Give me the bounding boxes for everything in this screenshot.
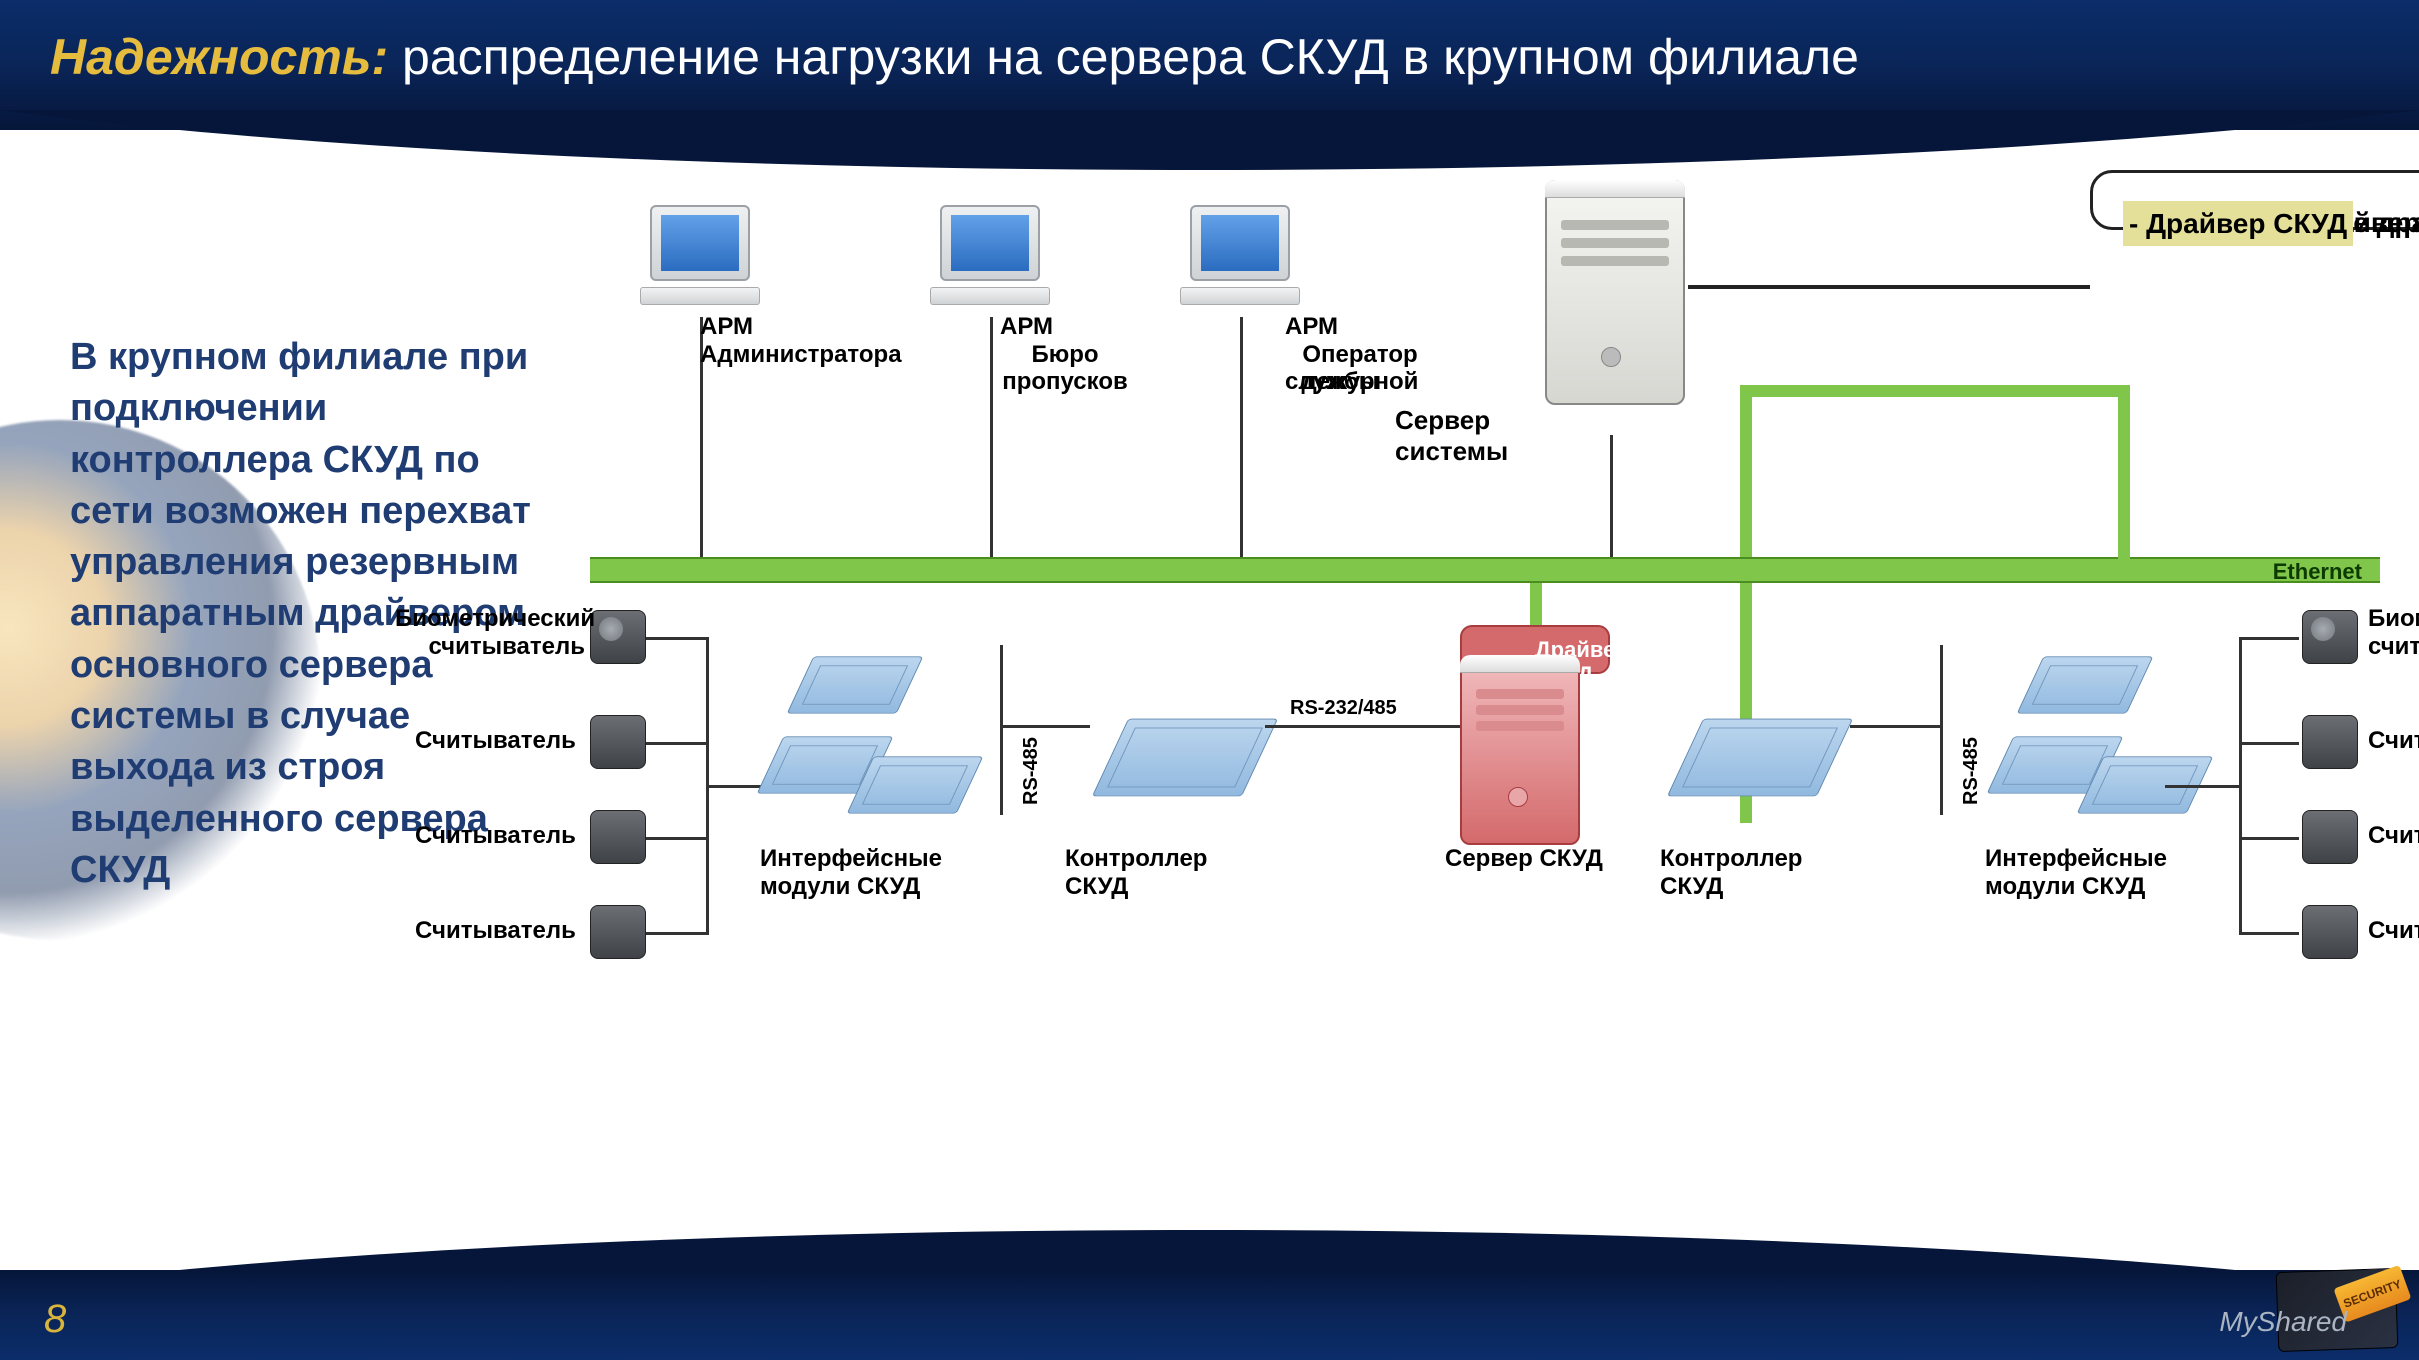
keyboard-icon [1180, 287, 1300, 305]
server-tower-icon [1545, 180, 1685, 405]
main-server-label: Сервер системы [1395, 405, 1555, 436]
green-conn [1740, 385, 1752, 557]
workstation-operator [1165, 205, 1315, 305]
conn-line [2239, 637, 2242, 935]
conn-line [2239, 637, 2299, 640]
footer-band [0, 1270, 2419, 1360]
pcb-icon [787, 656, 924, 713]
watermark: MyShared [2219, 1306, 2347, 1338]
monitor-icon [650, 205, 750, 281]
modules-label: Интерфейсныемодули СКУД [760, 845, 990, 901]
conn-line [646, 637, 706, 640]
network-diagram: Ethernet АРМ Администратора АРМ Бюро про… [590, 205, 2380, 1225]
keyboard-icon [930, 287, 1050, 305]
pcb-icon [1667, 719, 1853, 797]
green-conn [1740, 385, 2128, 397]
reader-icon [2302, 810, 2358, 864]
green-conn [2118, 385, 2130, 569]
conn-line [646, 742, 706, 745]
reader-icon [2302, 905, 2358, 959]
rs485-label: RS-485 [1020, 737, 1043, 805]
conn-line [646, 837, 706, 840]
conn-line [1000, 645, 1003, 815]
conn-line [1850, 725, 1940, 728]
reader-icon [590, 715, 646, 769]
server-callout-box: Сервер БД Ядро Функциональные драйверы А… [2090, 170, 2419, 230]
reader-label: Считыватель [2368, 822, 2419, 850]
page-title: Надежность: распределение нагрузки на се… [50, 28, 1859, 86]
ethernet-bus [590, 557, 2380, 583]
workstation-bureau [915, 205, 1065, 305]
skud-server-label: Сервер СКУД [1445, 845, 1645, 873]
ws-label-bureau: АРМ Бюро пропусков [870, 313, 1130, 341]
conn-line [1265, 725, 1460, 728]
ws-label-admin: АРМ Администратора [570, 313, 830, 341]
reader-icon [2302, 715, 2358, 769]
keyboard-icon [640, 287, 760, 305]
conn-line [2239, 837, 2299, 840]
reader-label: Считыватель [2368, 727, 2419, 755]
title-rest: распределение нагрузки на сервера СКУД в… [402, 29, 1859, 85]
reader-icon [590, 810, 646, 864]
monitor-icon [1190, 205, 1290, 281]
reader-label: Считыватель [2368, 917, 2419, 945]
reader-label: Считыватель [415, 822, 576, 850]
controller-label: КонтроллерСКУД [1660, 845, 1860, 901]
controller-label: КонтроллерСКУД [1065, 845, 1265, 901]
modules-label: Интерфейсныемодули СКУД [1985, 845, 2215, 901]
ws-label-operator: АРМ Оператор дежурной службы [1135, 313, 1435, 368]
skud-server-icon [1460, 655, 1580, 845]
conn-line [2165, 785, 2239, 788]
title-lead: Надежность: [50, 29, 388, 85]
rs485-label: RS-485 [1960, 737, 1983, 805]
reader-icon [590, 905, 646, 959]
ethernet-label: Ethernet [2273, 559, 2362, 585]
monitor-icon [940, 205, 1040, 281]
page-number: 8 [44, 1297, 66, 1342]
slide: Надежность: распределение нагрузки на се… [0, 0, 2419, 1360]
rs232-label: RS-232/485 [1290, 697, 1397, 720]
conn-line [1610, 435, 1613, 557]
pcb-icon [2017, 656, 2154, 713]
callout-highlight: - Драйвер СКУД [2123, 201, 2353, 246]
conn-line [2239, 932, 2299, 935]
conn-line [646, 932, 706, 935]
pcb-icon [1092, 719, 1278, 797]
biometric-reader-icon [590, 610, 646, 664]
header-curve [0, 110, 2419, 198]
biometric-reader-icon [2302, 610, 2358, 664]
conn-line [990, 317, 993, 557]
conn-line [2239, 742, 2299, 745]
reader-label: Считыватель [415, 727, 576, 755]
workstation-admin [625, 205, 775, 305]
reader-label: Считыватель [415, 917, 576, 945]
conn-line [1000, 725, 1090, 728]
conn-line [1940, 645, 1943, 815]
conn-line [1688, 285, 2090, 289]
bio-reader-label: Биометрическийсчитыватель [395, 605, 585, 661]
bio-reader-label: Биометрическийсчитыватель [2368, 605, 2419, 661]
